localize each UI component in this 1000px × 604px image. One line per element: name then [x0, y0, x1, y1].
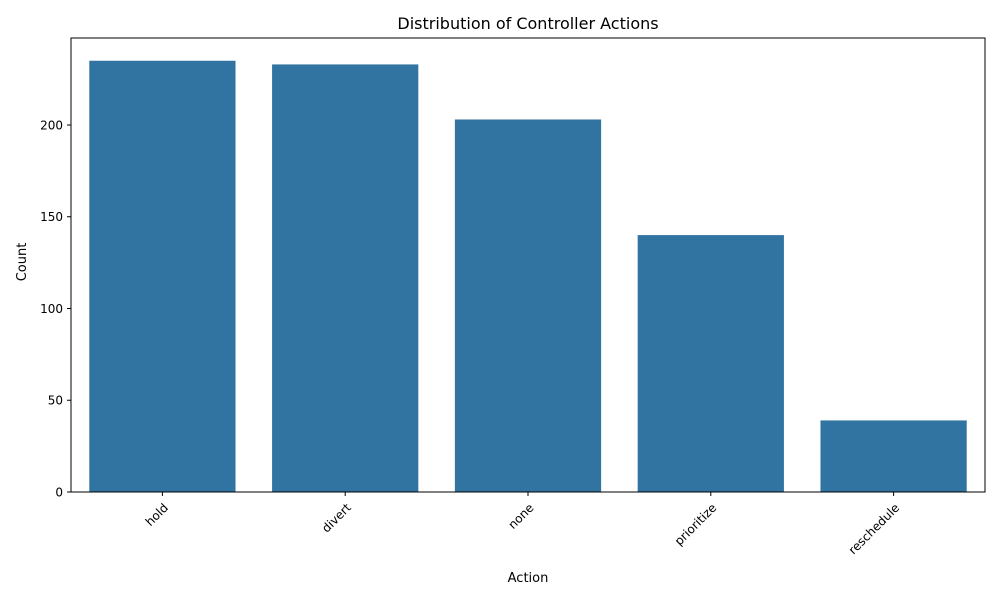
bar-reschedule — [820, 420, 967, 492]
x-axis: hold divert none prioritize reschedule — [143, 492, 902, 557]
y-axis: 0 50 100 150 200 — [40, 118, 71, 500]
x-tick-label-prioritize: prioritize — [672, 501, 720, 549]
bar-none — [454, 119, 602, 492]
y-tick-label: 100 — [40, 302, 63, 316]
y-tick-label: 0 — [55, 486, 63, 500]
y-tick-label: 50 — [48, 394, 63, 408]
x-axis-label: Action — [508, 571, 549, 586]
y-tick-label: 150 — [40, 210, 63, 224]
chart-title: Distribution of Controller Actions — [397, 14, 658, 33]
bar-hold — [89, 60, 236, 492]
x-tick-label-none: none — [506, 501, 537, 532]
x-tick-label-hold: hold — [143, 501, 171, 529]
bar-prioritize — [637, 235, 784, 492]
x-tick-label-divert: divert — [319, 500, 354, 535]
y-axis-label: Count — [15, 243, 30, 282]
bar-divert — [272, 64, 419, 492]
y-tick-label: 200 — [40, 118, 63, 132]
bars-group — [89, 60, 967, 492]
x-tick-label-reschedule: reschedule — [846, 501, 902, 557]
plot-frame — [70, 37, 986, 493]
